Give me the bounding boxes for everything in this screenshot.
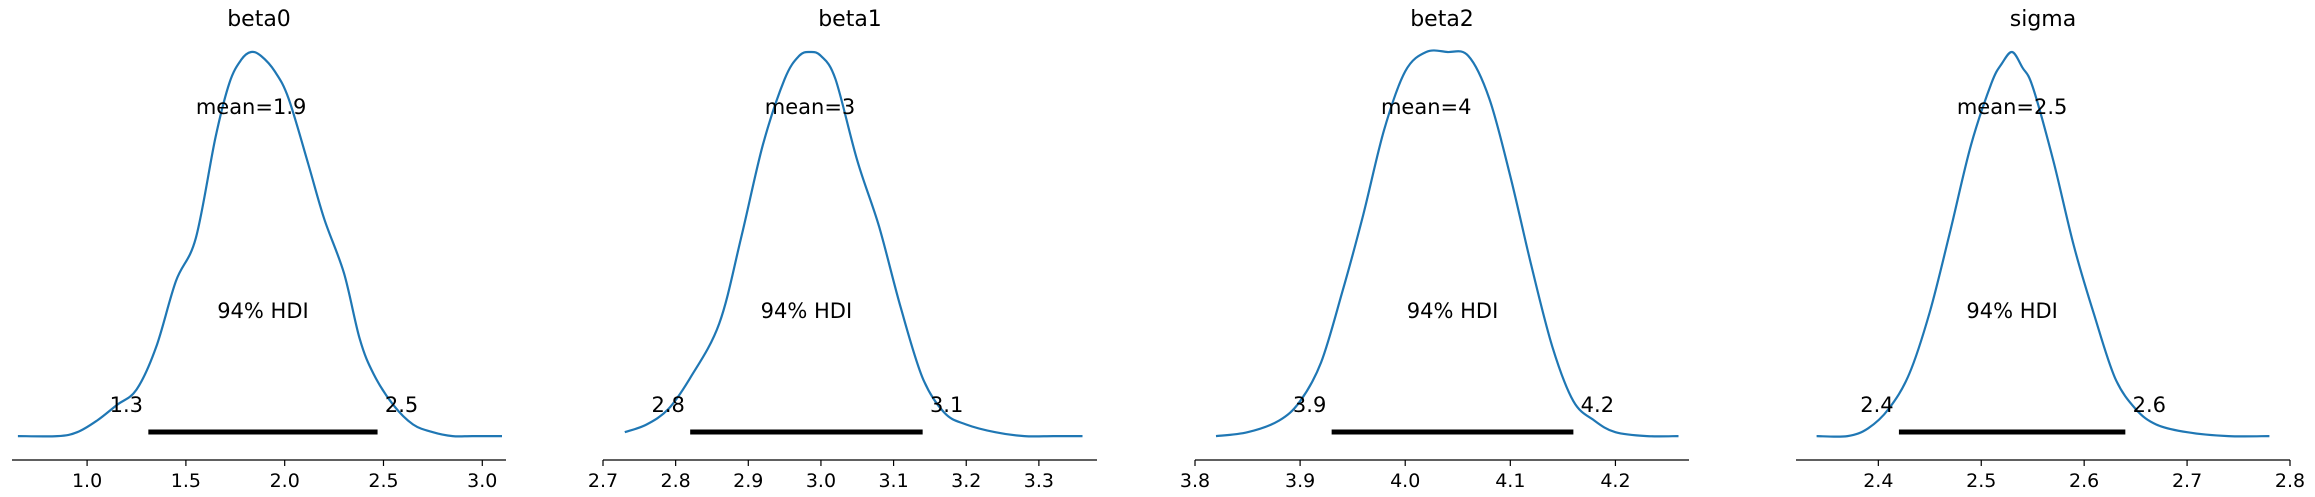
mean-label: mean=1.9 xyxy=(196,95,307,119)
x-tick-label: 1.5 xyxy=(171,470,201,492)
x-tick-label: 3.0 xyxy=(467,470,497,492)
hdi-low-label: 2.8 xyxy=(651,393,684,417)
density-line xyxy=(1816,50,2270,438)
hdi-label: 94% HDI xyxy=(1407,299,1499,323)
hdi-label: 94% HDI xyxy=(761,299,853,323)
hdi-high-label: 2.5 xyxy=(385,393,418,417)
panel-title: sigma xyxy=(2010,7,2076,32)
mean-label: mean=4 xyxy=(1381,95,1472,119)
panel-beta2: beta2 mean=4 94% HDI 3.9 4.2 3.8 3.9 4.0 4.1 4.2 xyxy=(1180,7,1689,492)
x-tick-label: 3.1 xyxy=(878,470,908,492)
x-tick-label: 3.0 xyxy=(806,470,836,492)
hdi-low-label: 2.4 xyxy=(1860,393,1893,417)
x-tick-label: 2.6 xyxy=(2069,470,2099,492)
x-tick-label: 4.1 xyxy=(1495,470,1525,492)
x-tick-label: 3.3 xyxy=(1024,470,1054,492)
x-tick-label: 2.5 xyxy=(368,470,398,492)
density-line xyxy=(624,50,1083,438)
x-tick-label: 2.0 xyxy=(270,470,300,492)
hdi-high-label: 3.1 xyxy=(930,393,963,417)
density-line xyxy=(17,50,502,438)
hdi-low-label: 1.3 xyxy=(110,393,143,417)
x-tick-label: 2.7 xyxy=(588,470,618,492)
panel-beta0: beta0 mean=1.9 94% HDI 1.3 2.5 1.0 1.5 2.0 2.5 3.… xyxy=(12,7,506,492)
mean-label: mean=3 xyxy=(765,95,856,119)
panel-title: beta0 xyxy=(227,7,291,32)
hdi-high-label: 4.2 xyxy=(1581,393,1614,417)
mean-label: mean=2.5 xyxy=(1957,95,2068,119)
hdi-low-label: 3.9 xyxy=(1293,393,1326,417)
panel-title: beta2 xyxy=(1410,7,1474,32)
hdi-label: 94% HDI xyxy=(1966,299,2058,323)
hdi-high-label: 2.6 xyxy=(2133,393,2166,417)
x-tick-label: 3.2 xyxy=(951,470,981,492)
panel-sigma: sigma mean=2.5 94% HDI 2.4 2.6 2.4 2.5 2.6 2.7 2.… xyxy=(1796,7,2305,492)
x-tick-label: 2.4 xyxy=(1863,470,1893,492)
x-tick-label: 1.0 xyxy=(72,470,102,492)
x-tick-label: 2.7 xyxy=(2172,470,2202,492)
x-tick-label: 2.5 xyxy=(1966,470,1996,492)
x-tick-label: 3.8 xyxy=(1180,470,1210,492)
panel-beta1: beta1 mean=3 94% HDI 2.8 3.1 2.7 2.8 2.9 3.0 3.1 3… xyxy=(588,7,1097,492)
x-tick-label: 2.8 xyxy=(2275,470,2305,492)
density-line xyxy=(1215,49,1679,438)
x-tick-label: 3.9 xyxy=(1285,470,1315,492)
panel-title: beta1 xyxy=(818,7,882,32)
x-tick-label: 2.9 xyxy=(733,470,763,492)
hdi-label: 94% HDI xyxy=(217,299,309,323)
x-tick-label: 4.0 xyxy=(1390,470,1420,492)
x-tick-label: 4.2 xyxy=(1600,470,1630,492)
x-tick-label: 2.8 xyxy=(661,470,691,492)
